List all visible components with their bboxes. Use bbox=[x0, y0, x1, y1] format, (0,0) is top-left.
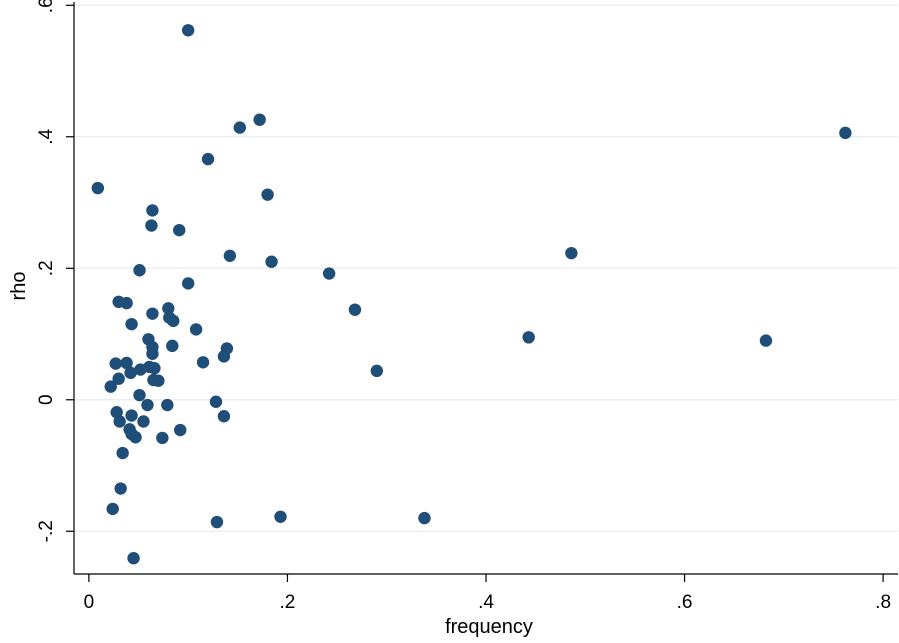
x-tick-label: .4 bbox=[478, 592, 494, 613]
x-tick-label: .6 bbox=[677, 592, 693, 613]
data-point bbox=[129, 431, 142, 444]
data-point bbox=[370, 364, 383, 378]
x-tick-label: .8 bbox=[875, 592, 891, 613]
data-point bbox=[125, 409, 138, 422]
data-point bbox=[210, 515, 224, 529]
data-point bbox=[759, 334, 773, 347]
data-point bbox=[114, 482, 127, 495]
data-point bbox=[146, 347, 159, 360]
y-tick-label: .6 bbox=[36, 0, 57, 13]
data-point bbox=[146, 204, 159, 217]
y-tick-label: .2 bbox=[36, 260, 57, 276]
y-tick-label: .4 bbox=[36, 128, 57, 144]
data-point bbox=[322, 267, 336, 280]
data-point bbox=[522, 331, 535, 344]
data-point bbox=[124, 366, 137, 380]
data-point bbox=[201, 152, 215, 166]
data-point bbox=[112, 372, 125, 385]
data-point bbox=[196, 356, 210, 369]
x-tick-label: 0 bbox=[84, 592, 95, 613]
data-point bbox=[167, 314, 180, 328]
y-tick-label: -.2 bbox=[36, 520, 57, 542]
data-point bbox=[106, 502, 119, 516]
data-point bbox=[274, 510, 287, 523]
tick-labels: -.2 0 .2 .4 .6 0 .2 .4 .6 .8 bbox=[36, 0, 891, 613]
data-point bbox=[261, 188, 274, 201]
data-point bbox=[91, 181, 105, 195]
data-point bbox=[181, 24, 195, 37]
x-axis-title: frequency bbox=[445, 616, 533, 638]
data-point bbox=[217, 350, 231, 363]
data-point bbox=[418, 511, 431, 525]
data-point bbox=[233, 121, 246, 134]
data-point bbox=[174, 423, 187, 437]
data-point bbox=[141, 398, 154, 412]
data-point bbox=[156, 431, 169, 445]
data-points bbox=[91, 24, 852, 565]
y-axis-title: rho bbox=[8, 272, 30, 301]
data-point bbox=[565, 246, 578, 260]
data-point bbox=[161, 398, 174, 412]
data-point bbox=[181, 277, 195, 290]
data-point bbox=[127, 552, 140, 565]
data-point bbox=[120, 356, 133, 370]
data-point bbox=[162, 302, 175, 315]
x-tick-label: .2 bbox=[280, 592, 296, 613]
data-point bbox=[133, 388, 146, 402]
data-point bbox=[125, 317, 138, 331]
data-point bbox=[166, 339, 179, 353]
y-tick-label: 0 bbox=[36, 394, 57, 405]
data-point bbox=[253, 113, 266, 126]
data-point bbox=[265, 255, 278, 268]
data-point bbox=[104, 380, 117, 393]
data-point bbox=[109, 357, 122, 370]
data-point bbox=[348, 303, 362, 316]
data-point bbox=[137, 415, 150, 428]
data-point bbox=[145, 219, 158, 232]
data-point bbox=[116, 446, 129, 460]
data-point bbox=[217, 410, 231, 423]
data-point bbox=[839, 126, 852, 140]
data-point bbox=[134, 363, 147, 376]
axes bbox=[66, 2, 898, 582]
data-point bbox=[223, 249, 237, 262]
data-point bbox=[113, 415, 126, 428]
gridlines bbox=[74, 4, 898, 532]
data-point bbox=[133, 264, 146, 277]
data-point bbox=[152, 374, 165, 387]
data-point bbox=[148, 362, 161, 375]
data-point bbox=[120, 296, 133, 310]
data-point bbox=[189, 323, 203, 336]
data-point bbox=[173, 223, 186, 237]
data-point bbox=[209, 395, 223, 408]
data-point bbox=[146, 307, 159, 320]
